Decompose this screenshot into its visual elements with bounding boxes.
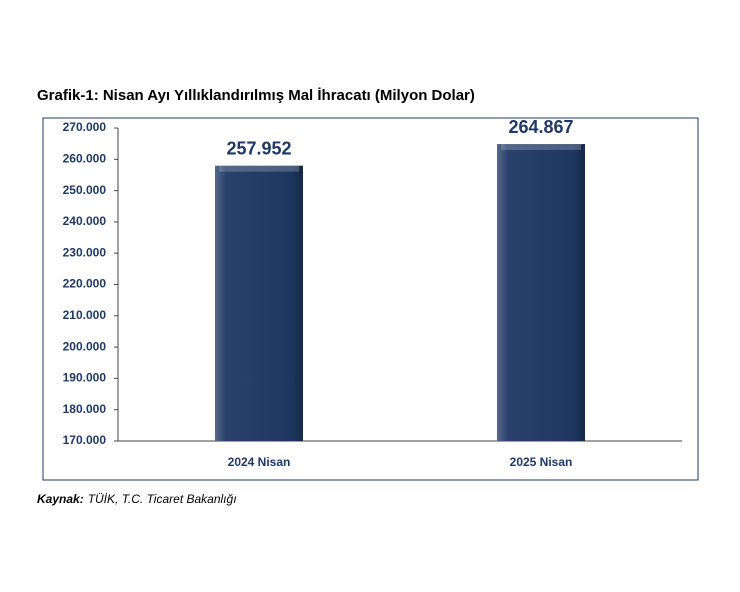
y-tick-label: 260.000: [63, 151, 107, 165]
chart-title: Grafik-1: Nisan Ayı Yıllıklandırılmış Ma…: [37, 87, 475, 104]
y-tick-label: 210.000: [63, 308, 107, 322]
y-tick-label: 180.000: [63, 402, 107, 416]
x-tick-label: 2024 Nisan: [228, 455, 291, 469]
y-tick-label: 170.000: [63, 433, 107, 447]
y-tick-label: 270.000: [63, 120, 107, 134]
y-tick-label: 250.000: [63, 183, 107, 197]
y-tick-label: 220.000: [63, 277, 107, 291]
bar-bevel: [215, 165, 303, 441]
source-text: TÜİK, T.C. Ticaret Bakanlığı: [88, 492, 237, 506]
y-tick-label: 190.000: [63, 371, 107, 385]
value-label: 264.867: [508, 117, 573, 137]
source-label: Kaynak:: [37, 492, 84, 506]
bar-bevel: [497, 144, 585, 441]
bar-bevel-top: [219, 165, 299, 172]
x-tick-label: 2025 Nisan: [510, 455, 573, 469]
y-tick-label: 240.000: [63, 214, 107, 228]
y-tick-label: 200.000: [63, 339, 107, 353]
source-note: Kaynak: TÜİK, T.C. Ticaret Bakanlığı: [37, 492, 237, 506]
bar-bevel-top: [501, 144, 581, 151]
chart-frame: [42, 117, 699, 481]
y-tick-label: 230.000: [63, 245, 107, 259]
value-label: 257.952: [226, 138, 291, 158]
